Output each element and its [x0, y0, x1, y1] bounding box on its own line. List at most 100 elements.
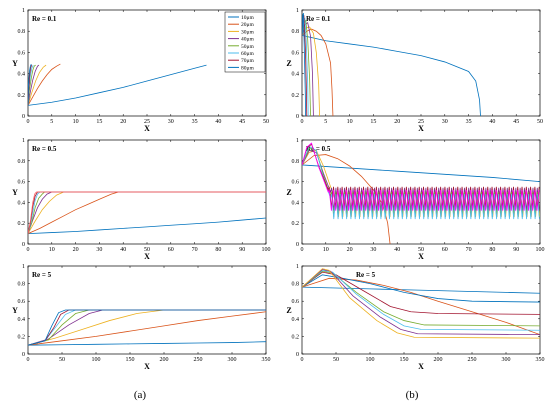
series-line-b3-6	[302, 269, 540, 336]
chart-title-b1: Re = 0.1	[306, 15, 331, 23]
series-line-a3-7	[28, 309, 266, 346]
x-axis-label: X	[144, 252, 150, 261]
x-tick-label: 250	[468, 357, 477, 363]
series-line-b3-1	[302, 277, 540, 336]
panel-label-b: (b)	[406, 389, 419, 401]
y-axis-label: Z	[286, 306, 291, 315]
series-line-a3-0	[28, 341, 266, 346]
series-line-a2-3	[28, 191, 266, 234]
chart-title-b2: Re = 0.5	[306, 145, 331, 153]
x-tick-label: 50	[537, 119, 543, 125]
y-tick-label: 1	[22, 8, 25, 14]
y-tick-label: 0.2	[18, 221, 26, 227]
y-tick-label: 0.8	[18, 159, 26, 165]
x-tick-label: 250	[194, 357, 203, 363]
x-tick-label: 45	[513, 119, 519, 125]
y-tick-label: 0	[296, 114, 299, 120]
y-tick-label: 0.6	[18, 50, 26, 56]
series-line-a2-4	[28, 191, 266, 234]
x-tick-label: 20	[394, 119, 400, 125]
y-tick-label: 0.8	[292, 159, 300, 165]
x-tick-label: 60	[442, 247, 448, 253]
x-tick-label: 35	[192, 119, 198, 125]
x-tick-label: 20	[120, 119, 126, 125]
series-group-a1	[28, 63, 207, 106]
x-tick-label: 0	[301, 247, 304, 253]
series-line-a2-5	[28, 191, 266, 234]
chart-title-a1: Re = 0.1	[32, 15, 57, 23]
y-tick-label: 0.4	[292, 72, 300, 78]
x-tick-label: 30	[96, 247, 102, 253]
legend-entry: 40μm	[241, 37, 254, 43]
x-tick-label: 80	[215, 247, 221, 253]
x-tick-label: 70	[466, 247, 472, 253]
y-tick-label: 0.2	[292, 93, 300, 99]
x-tick-label: 35	[466, 119, 472, 125]
series-line-a3-6	[28, 309, 266, 346]
y-tick-label: 0.2	[292, 334, 300, 340]
x-axis-label: X	[144, 124, 150, 133]
series-group-a3	[28, 309, 266, 346]
x-tick-label: 200	[160, 357, 169, 363]
series-line-a3-5	[28, 309, 266, 346]
series-line-b3-3	[302, 271, 540, 315]
y-tick-label: 1	[296, 264, 299, 270]
series-line-a2-2	[28, 191, 266, 234]
legend-entry: 30μm	[241, 29, 254, 35]
x-tick-label: 50	[144, 247, 150, 253]
x-axis-label: X	[418, 124, 424, 133]
y-tick-label: 1	[22, 138, 25, 144]
x-tick-label: 100	[366, 357, 375, 363]
x-tick-label: 45	[239, 119, 245, 125]
y-tick-label: 1	[22, 264, 25, 270]
y-tick-label: 1	[296, 8, 299, 14]
series-line-a3-4	[28, 309, 266, 346]
series-line-a1-1	[28, 63, 61, 106]
y-tick-label: 0.4	[18, 72, 26, 78]
y-tick-label: 0.2	[292, 221, 300, 227]
chart-b2: 0 10 20 30 40 50 60 70 80 90 100 0 0.2 0.4 0.6 0.8 1 X Z Re…	[286, 138, 544, 261]
series-line-b1-5	[302, 17, 309, 116]
x-tick-label: 20	[73, 247, 79, 253]
y-tick-label: 0	[296, 352, 299, 358]
x-tick-label: 0	[301, 357, 304, 363]
x-tick-label: 50	[59, 357, 65, 363]
legend-entry: 50μm	[241, 44, 254, 50]
y-tick-label: 0	[22, 242, 25, 248]
series-line-b2-7	[302, 142, 540, 211]
x-tick-label: 350	[262, 357, 271, 363]
y-axis-label: Y	[12, 188, 18, 197]
series-line-a2-0	[28, 217, 266, 234]
x-tick-label: 300	[228, 357, 237, 363]
y-tick-label: 0.6	[18, 299, 26, 305]
x-tick-label: 350	[536, 357, 545, 363]
x-axis-label: X	[144, 362, 150, 371]
y-tick-label: 0.4	[18, 200, 26, 206]
x-tick-label: 15	[96, 119, 102, 125]
series-line-b2-5	[302, 145, 540, 220]
series-line-b3-7	[302, 268, 540, 339]
series-line-a3-1	[28, 311, 266, 346]
x-axis-label: X	[418, 362, 424, 371]
y-tick-label: 0	[296, 242, 299, 248]
series-line-b1-7	[302, 13, 306, 116]
x-tick-label: 0	[27, 119, 30, 125]
chart-a1: 0 5 10 15 20 25 30 35 40 45 50 0 0.2 0.4 0.6 0.8 1 X Y Re =…	[12, 8, 269, 133]
y-tick-label: 0.8	[292, 282, 300, 288]
x-tick-label: 0	[27, 247, 30, 253]
x-tick-label: 100	[92, 357, 101, 363]
series-line-b3-5	[302, 269, 540, 331]
series-line-a2-6	[28, 191, 266, 234]
x-tick-label: 25	[418, 119, 424, 125]
chart-a2: 0 10 20 30 40 50 60 70 80 90 100 0 0.2 0.4 0.6 0.8 1 X Y Re…	[12, 138, 270, 261]
y-tick-label: 0.4	[292, 200, 300, 206]
y-tick-label: 0.8	[18, 29, 26, 35]
legend-entry: 20μm	[241, 22, 254, 28]
x-tick-label: 80	[489, 247, 495, 253]
x-tick-label: 150	[126, 357, 135, 363]
x-tick-label: 10	[323, 247, 329, 253]
legend-box	[224, 11, 266, 73]
x-tick-label: 50	[418, 247, 424, 253]
series-line-a3-3	[28, 309, 266, 346]
